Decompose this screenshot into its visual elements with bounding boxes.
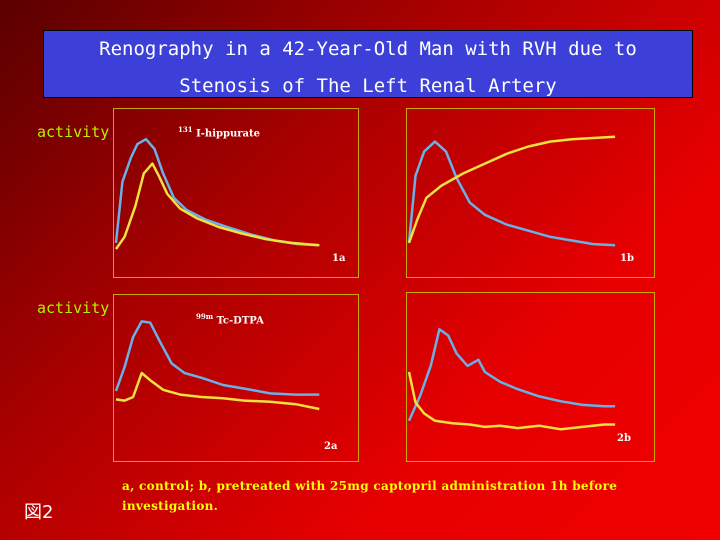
curve-2b-yellow [407,371,616,431]
curve-1a-yellow [114,162,320,250]
curve-1a-blue [114,137,320,247]
curve-1b-yellow [407,135,616,244]
chart-panel-2b: 2b [406,292,655,462]
panel-label-1b: 1b [620,253,634,264]
title-box: Renography in a 42-Year-Old Man with RVH… [43,30,693,98]
panel-label-2b: 2b [617,433,631,444]
panel-label-2a: 2a [324,441,338,452]
curve-2b-blue [407,328,616,422]
title-line-2: Stenosis of The Left Renal Artery [179,75,557,97]
tracer-label-top: 131 I-hippurate [178,125,260,140]
chart-panel-1b: 1b [406,108,655,278]
renogram-svg-2a: 2a [114,320,338,452]
tracer-label-bottom: 99m Tc-DTPA [196,312,264,327]
figure-caption: a, control; b, pretreated with 25mg capt… [122,479,618,513]
title-line-1: Renography in a 42-Year-Old Man with RVH… [99,38,637,60]
panel-label-1a: 1a [332,253,346,264]
y-axis-label-bottom: activity [37,299,110,317]
chart-panel-2a: 2a [113,294,359,462]
chart-panel-1a: 1a [113,108,359,278]
curve-2a-blue [114,320,320,396]
curve-2a-yellow [115,371,320,411]
renogram-svg-1a: 1a [114,137,346,264]
renogram-svg-1b: 1b [407,135,634,264]
figure-number: 図2 [24,502,54,523]
renogram-svg-2b: 2b [407,328,631,444]
curve-1b-blue [407,140,616,247]
y-axis-label-top: activity [37,123,110,141]
